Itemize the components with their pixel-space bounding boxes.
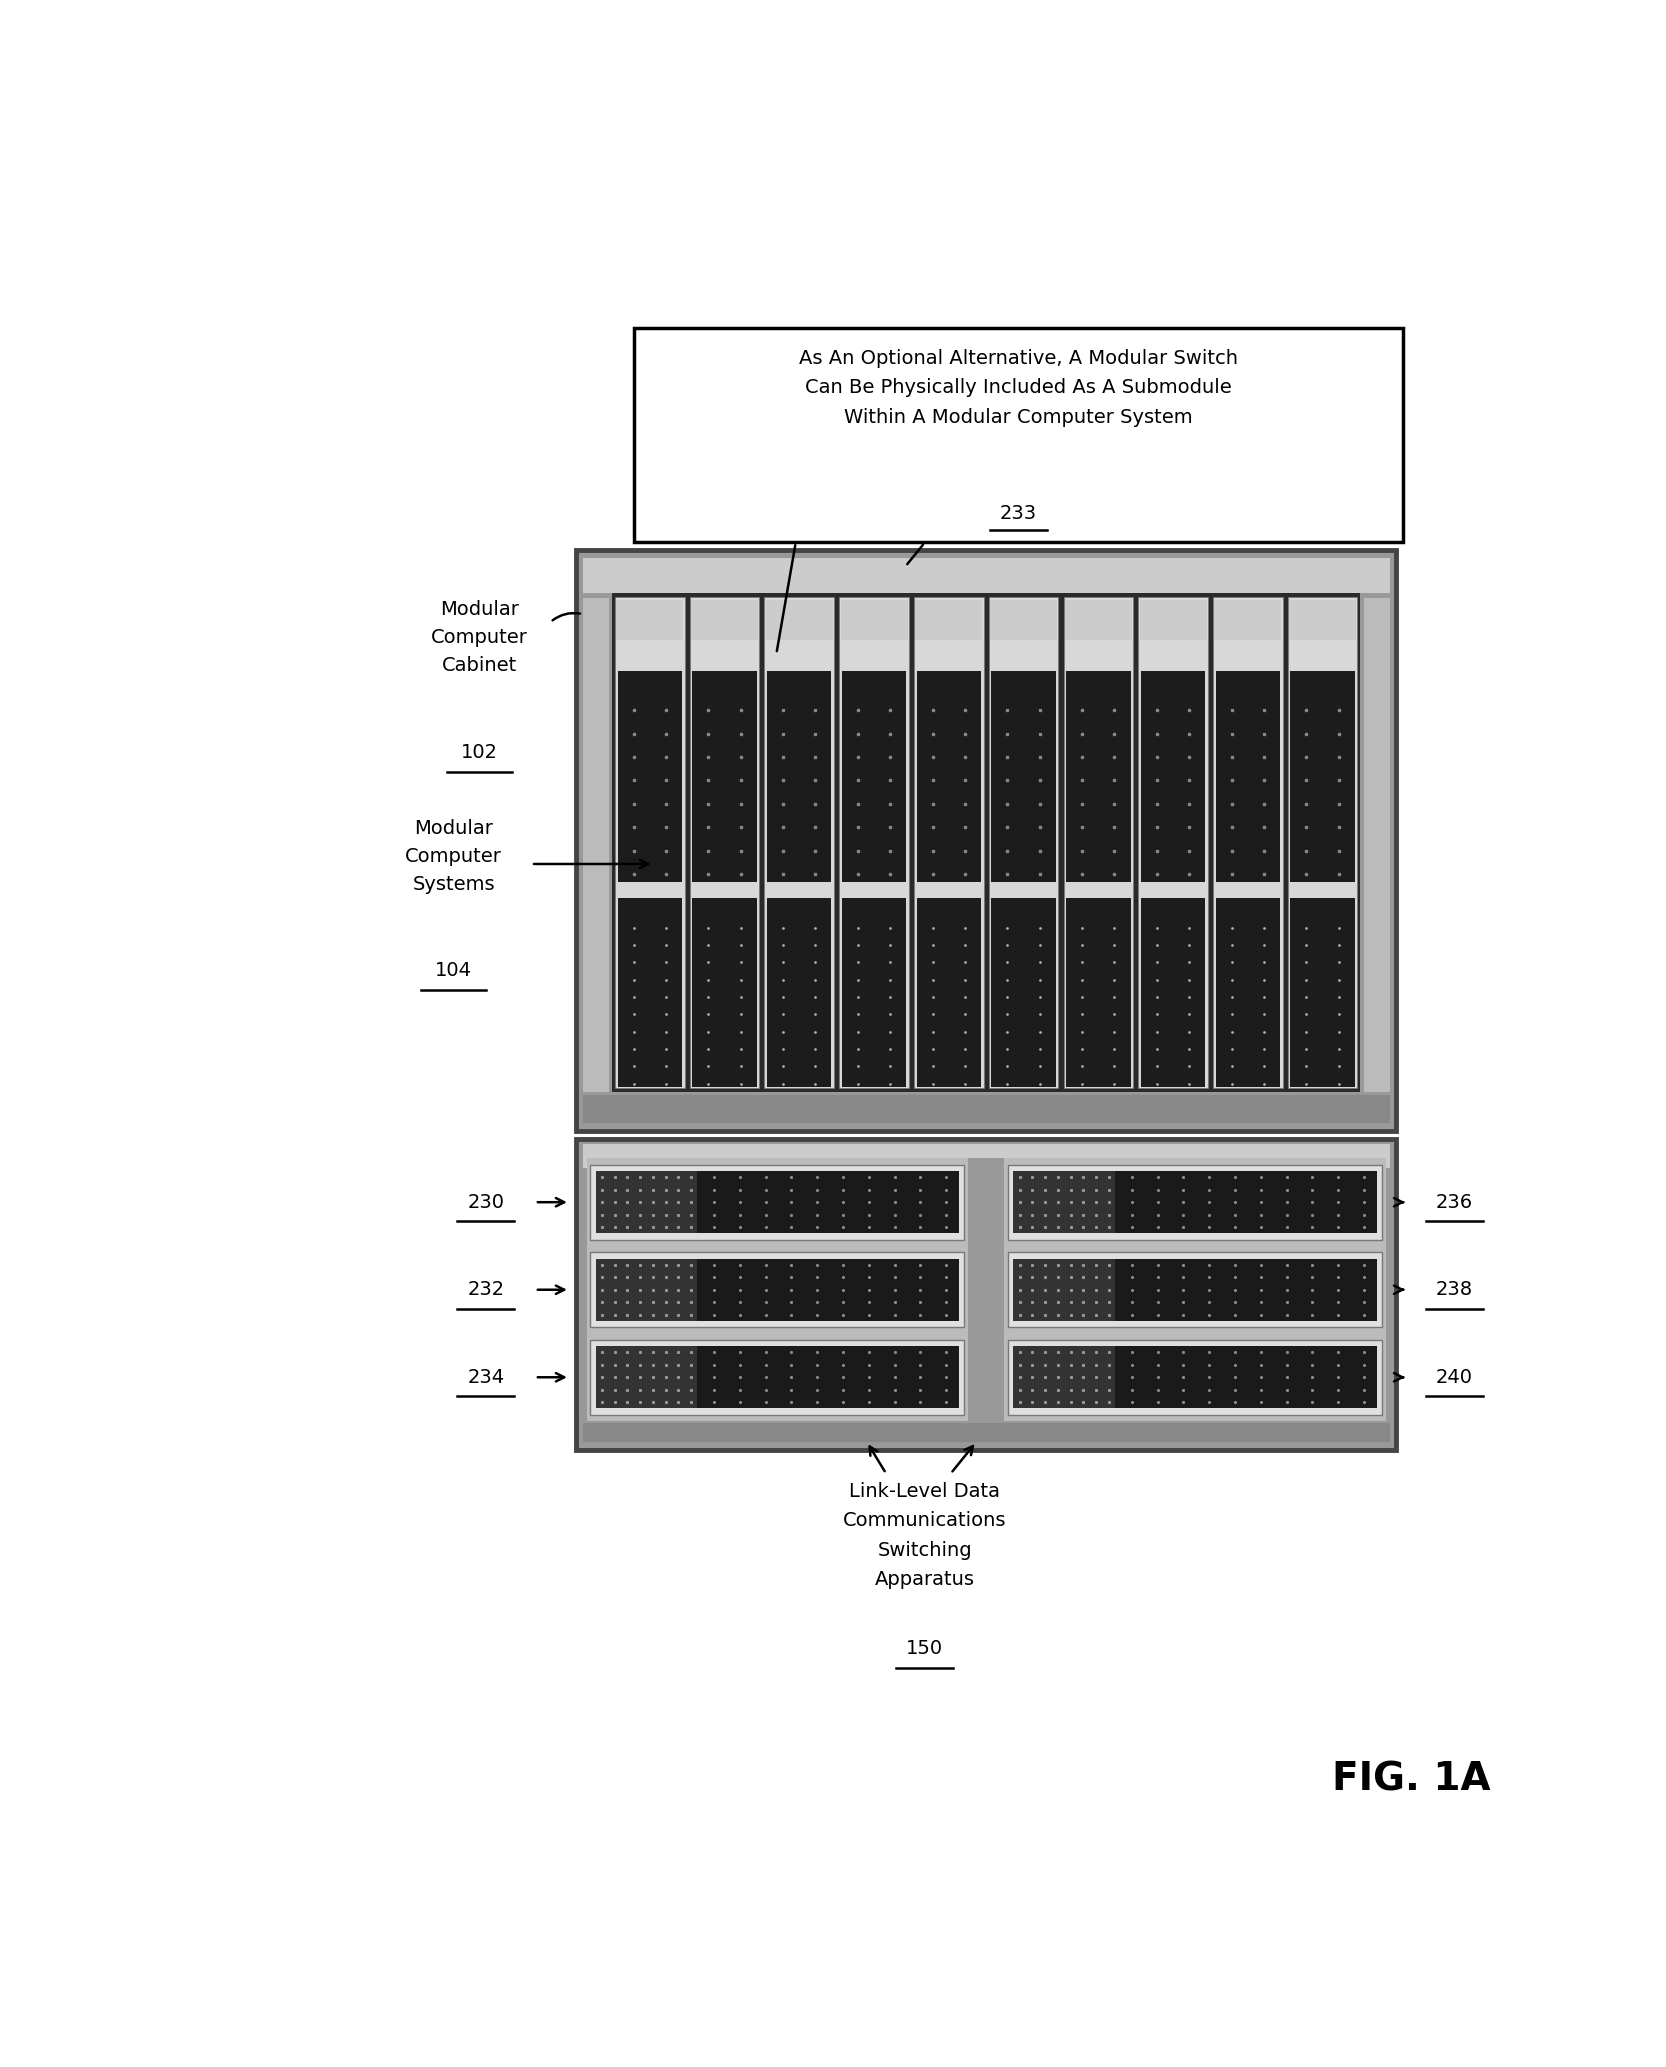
FancyBboxPatch shape — [596, 1172, 960, 1234]
FancyBboxPatch shape — [991, 672, 1056, 883]
FancyBboxPatch shape — [1213, 597, 1283, 1089]
FancyBboxPatch shape — [916, 897, 981, 1087]
FancyBboxPatch shape — [1216, 672, 1279, 883]
FancyBboxPatch shape — [1013, 1259, 1115, 1321]
Text: 236: 236 — [1436, 1193, 1473, 1211]
FancyBboxPatch shape — [1013, 1346, 1115, 1408]
FancyBboxPatch shape — [1141, 672, 1205, 883]
FancyBboxPatch shape — [590, 1253, 965, 1327]
Text: 150: 150 — [906, 1639, 943, 1658]
FancyBboxPatch shape — [613, 593, 1359, 1091]
FancyBboxPatch shape — [1013, 1346, 1376, 1408]
FancyBboxPatch shape — [1008, 1166, 1381, 1240]
FancyBboxPatch shape — [576, 1139, 1396, 1449]
FancyBboxPatch shape — [765, 597, 835, 1089]
FancyBboxPatch shape — [583, 1422, 1389, 1443]
FancyBboxPatch shape — [1141, 897, 1205, 1087]
FancyBboxPatch shape — [1291, 672, 1354, 883]
Text: 232: 232 — [466, 1279, 505, 1300]
FancyBboxPatch shape — [690, 597, 760, 1089]
FancyBboxPatch shape — [590, 1339, 965, 1414]
FancyBboxPatch shape — [691, 599, 758, 639]
FancyBboxPatch shape — [840, 597, 910, 1089]
Text: 104: 104 — [435, 961, 471, 980]
FancyBboxPatch shape — [1065, 599, 1131, 639]
FancyBboxPatch shape — [1063, 597, 1133, 1089]
FancyBboxPatch shape — [841, 897, 906, 1087]
FancyBboxPatch shape — [693, 672, 756, 883]
Text: 240: 240 — [1436, 1368, 1473, 1387]
Text: 233: 233 — [1000, 504, 1036, 523]
FancyBboxPatch shape — [1066, 672, 1131, 883]
Text: 102: 102 — [461, 742, 498, 763]
FancyBboxPatch shape — [915, 599, 983, 639]
FancyBboxPatch shape — [596, 1346, 698, 1408]
FancyBboxPatch shape — [1364, 597, 1389, 1091]
FancyBboxPatch shape — [1291, 897, 1354, 1087]
FancyBboxPatch shape — [841, 599, 908, 639]
FancyBboxPatch shape — [1008, 1253, 1381, 1327]
Text: As An Optional Alternative, A Modular Switch
Can Be Physically Included As A Sub: As An Optional Alternative, A Modular Sw… — [800, 349, 1238, 426]
FancyBboxPatch shape — [991, 897, 1056, 1087]
FancyBboxPatch shape — [618, 897, 681, 1087]
FancyBboxPatch shape — [596, 1259, 960, 1321]
FancyBboxPatch shape — [693, 897, 756, 1087]
FancyBboxPatch shape — [583, 1145, 1389, 1168]
FancyBboxPatch shape — [596, 1172, 698, 1234]
Text: 230: 230 — [468, 1193, 505, 1211]
Text: Modular
Computer
Systems: Modular Computer Systems — [405, 819, 501, 893]
Text: Modular
Computer
Cabinet: Modular Computer Cabinet — [431, 601, 528, 676]
FancyBboxPatch shape — [1216, 897, 1279, 1087]
FancyBboxPatch shape — [583, 597, 608, 1091]
FancyBboxPatch shape — [583, 1096, 1389, 1122]
FancyBboxPatch shape — [916, 672, 981, 883]
FancyBboxPatch shape — [1289, 599, 1356, 639]
FancyBboxPatch shape — [841, 672, 906, 883]
FancyBboxPatch shape — [583, 558, 1389, 593]
FancyBboxPatch shape — [596, 1346, 960, 1408]
Text: Link-Level Data
Communications
Switching
Apparatus: Link-Level Data Communications Switching… — [843, 1482, 1006, 1590]
Text: FIG. 1A: FIG. 1A — [1331, 1761, 1489, 1798]
FancyBboxPatch shape — [616, 599, 683, 639]
FancyBboxPatch shape — [635, 329, 1403, 542]
FancyBboxPatch shape — [915, 597, 983, 1089]
FancyBboxPatch shape — [1008, 1339, 1381, 1414]
FancyBboxPatch shape — [766, 672, 831, 883]
Text: 234: 234 — [466, 1368, 505, 1387]
FancyBboxPatch shape — [988, 597, 1058, 1089]
FancyBboxPatch shape — [576, 550, 1396, 1131]
FancyBboxPatch shape — [1138, 597, 1208, 1089]
FancyBboxPatch shape — [1013, 1172, 1376, 1234]
FancyBboxPatch shape — [766, 599, 833, 639]
FancyBboxPatch shape — [596, 1259, 698, 1321]
FancyBboxPatch shape — [586, 1158, 1386, 1420]
FancyBboxPatch shape — [615, 597, 685, 1089]
FancyBboxPatch shape — [1013, 1259, 1376, 1321]
FancyBboxPatch shape — [618, 672, 681, 883]
FancyBboxPatch shape — [990, 599, 1056, 639]
FancyBboxPatch shape — [590, 1166, 965, 1240]
FancyBboxPatch shape — [1066, 897, 1131, 1087]
FancyBboxPatch shape — [1013, 1172, 1115, 1234]
FancyBboxPatch shape — [968, 1158, 1005, 1420]
FancyBboxPatch shape — [1140, 599, 1206, 639]
FancyBboxPatch shape — [1215, 599, 1281, 639]
FancyBboxPatch shape — [766, 897, 831, 1087]
FancyBboxPatch shape — [1288, 597, 1358, 1089]
Text: 238: 238 — [1436, 1279, 1473, 1300]
